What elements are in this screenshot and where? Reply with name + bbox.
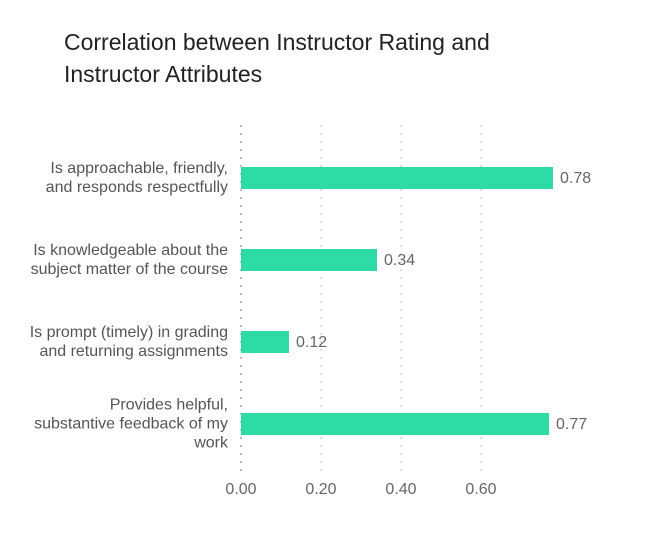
data-label: 0.12 <box>296 334 327 351</box>
y-tick-label: Is prompt (timely) in grading and return… <box>29 324 228 360</box>
data-label: 0.77 <box>556 416 587 433</box>
data-label: 0.78 <box>560 170 591 187</box>
x-tick-label: 0.00 <box>225 481 256 498</box>
bar <box>241 167 553 189</box>
y-tick-label: Provides helpful, substantive feedback o… <box>34 396 228 452</box>
data-label: 0.34 <box>384 252 415 269</box>
chart-title: Correlation between Instructor Rating an… <box>64 29 490 87</box>
bar <box>241 249 377 271</box>
x-tick-label: 0.40 <box>385 481 416 498</box>
y-tick-label: Is approachable, friendly, and responds … <box>45 160 228 196</box>
y-tick-label: Is knowledgeable about the subject matte… <box>30 242 228 278</box>
bar <box>241 331 289 353</box>
x-tick-label: 0.20 <box>305 481 336 498</box>
bar <box>241 413 549 435</box>
x-tick-label: 0.60 <box>465 481 496 498</box>
